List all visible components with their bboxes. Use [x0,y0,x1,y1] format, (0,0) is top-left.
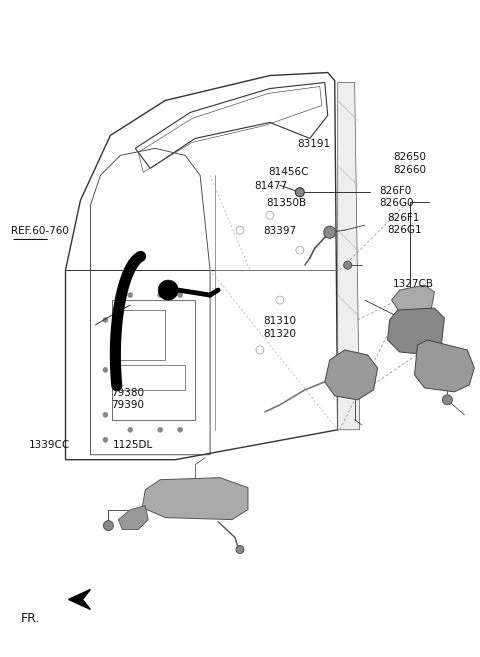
Circle shape [158,427,163,432]
Polygon shape [338,83,360,430]
Polygon shape [142,478,248,520]
Text: 826G1: 826G1 [387,225,422,235]
Circle shape [103,367,108,373]
Text: 826F0: 826F0 [379,186,411,196]
Circle shape [236,545,244,554]
Polygon shape [325,350,378,400]
Text: 81310: 81310 [263,315,296,326]
Text: 83191: 83191 [298,139,331,148]
Circle shape [324,226,336,238]
Text: 826G0: 826G0 [379,198,413,208]
Text: 81477: 81477 [254,181,288,191]
Text: REF.60-760: REF.60-760 [11,227,69,237]
Circle shape [295,188,304,197]
Text: 826F1: 826F1 [387,213,420,223]
Circle shape [178,427,183,432]
Circle shape [158,292,163,298]
Circle shape [178,292,183,298]
Text: 81456C: 81456C [268,168,308,177]
Text: 1125DL: 1125DL [113,440,154,450]
Text: 1327CB: 1327CB [393,279,434,289]
Text: 83397: 83397 [263,227,296,237]
Text: 79390: 79390 [111,400,144,410]
Circle shape [103,317,108,323]
Circle shape [158,280,178,300]
Circle shape [344,261,352,269]
Circle shape [103,438,108,442]
Text: 82660: 82660 [393,165,426,175]
Polygon shape [392,285,434,315]
Text: 82650: 82650 [393,152,426,162]
Circle shape [128,292,133,298]
Polygon shape [69,589,90,610]
Polygon shape [415,340,474,392]
Text: 81320: 81320 [263,328,296,339]
Circle shape [443,395,452,405]
Text: FR.: FR. [21,612,40,625]
Circle shape [103,413,108,417]
Polygon shape [387,308,444,355]
Text: 79380: 79380 [111,388,144,397]
Text: 1339CC: 1339CC [28,440,70,450]
Polygon shape [119,506,148,530]
Circle shape [128,427,133,432]
Text: 81350B: 81350B [266,198,306,208]
Circle shape [103,520,113,531]
